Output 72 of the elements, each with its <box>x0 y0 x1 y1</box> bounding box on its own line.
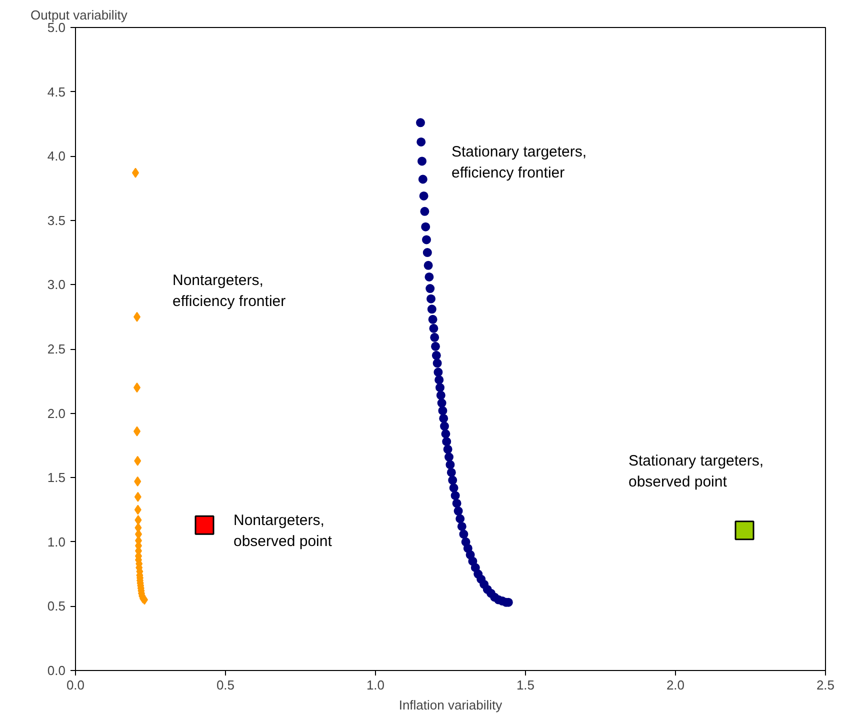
point <box>446 468 456 477</box>
point <box>420 206 430 216</box>
point <box>418 156 426 166</box>
point <box>440 422 449 431</box>
point <box>430 332 440 342</box>
point <box>134 492 142 502</box>
point <box>456 514 465 524</box>
point <box>134 456 142 466</box>
series-label: Stationary targeters, efficiency frontier <box>452 144 587 182</box>
x-tick-label: 0.5 <box>216 678 235 692</box>
point <box>449 483 458 492</box>
point <box>422 248 432 258</box>
point <box>418 174 428 184</box>
point <box>428 314 438 324</box>
point <box>454 506 463 516</box>
point <box>436 383 444 392</box>
point <box>416 118 425 128</box>
point <box>439 414 448 423</box>
x-axis-title: Inflation variability <box>398 698 503 712</box>
point <box>134 515 142 526</box>
point <box>450 491 460 500</box>
point <box>442 437 452 446</box>
point <box>426 294 436 304</box>
y-tick-label: 1.5 <box>47 470 66 486</box>
point <box>457 522 466 531</box>
y-tick-label: 4.0 <box>47 148 66 164</box>
point <box>436 390 446 400</box>
point <box>448 476 458 485</box>
series-label: Nontargeters, observed point <box>234 512 333 550</box>
point <box>434 375 444 384</box>
point <box>432 358 442 368</box>
y-tick-label: 3.0 <box>47 277 66 292</box>
point <box>446 460 455 470</box>
point <box>416 137 426 146</box>
y-tick-label: 2.5 <box>47 342 66 356</box>
point <box>443 444 452 454</box>
point <box>452 498 462 508</box>
y-tick-label: 5.0 <box>47 20 66 35</box>
text: Stationary targeters, observed point <box>628 452 764 490</box>
point <box>437 398 446 408</box>
point <box>431 342 440 351</box>
point <box>438 406 448 416</box>
point <box>429 324 438 333</box>
point <box>134 504 142 515</box>
y-tick-label: 3.5 <box>47 212 66 228</box>
y-tick-label: 4.5 <box>47 84 66 100</box>
y-tick-label: 1.0 <box>47 534 66 550</box>
y-axis-title: Output variability <box>30 8 128 22</box>
point <box>424 272 434 282</box>
point <box>427 304 436 314</box>
x-tick-label: 1.5 <box>516 678 535 692</box>
point <box>134 476 142 486</box>
y-tick-label: 0.0 <box>47 663 66 678</box>
point <box>426 284 435 294</box>
point <box>421 222 430 232</box>
point <box>424 260 433 270</box>
point <box>734 520 754 540</box>
point <box>432 350 441 360</box>
point <box>444 452 454 462</box>
y-tick-label: 0.5 <box>47 598 66 614</box>
point <box>434 368 443 377</box>
point <box>422 235 431 244</box>
x-tick-label: 0.0 <box>66 678 85 692</box>
text: Nontargeters, efficiency frontier <box>172 272 286 310</box>
point <box>441 429 450 438</box>
x-tick-label: 2.5 <box>816 678 835 692</box>
x-tick-label: 2.0 <box>666 678 685 692</box>
x-tick-label: 1.0 <box>366 678 385 692</box>
point <box>194 515 214 535</box>
y-tick-label: 2.0 <box>47 406 66 421</box>
point <box>419 191 428 200</box>
point <box>459 530 468 539</box>
